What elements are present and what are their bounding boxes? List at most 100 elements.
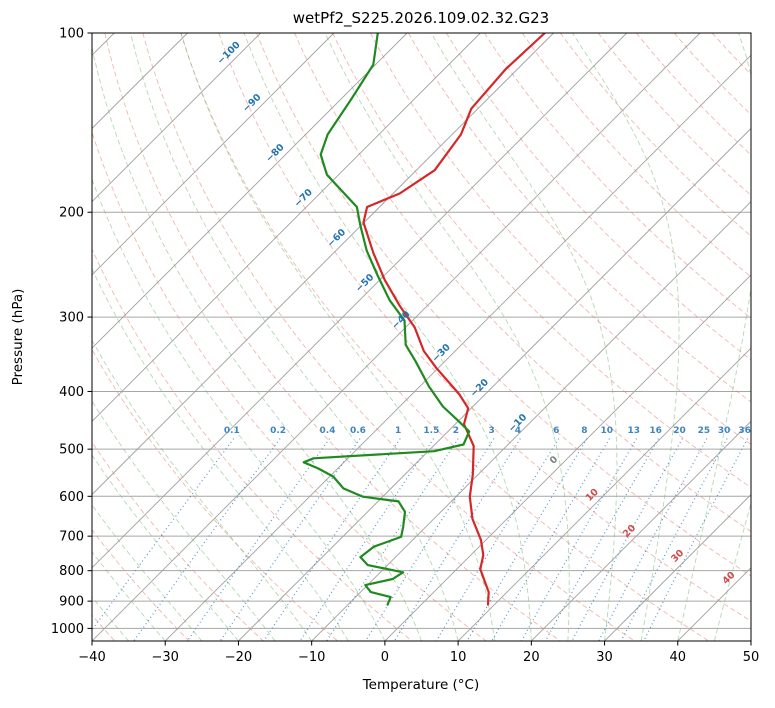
isotherm-line [164, 54, 751, 641]
temperature-trace [362, 33, 546, 606]
dry-adiabat [180, 33, 710, 641]
mixing-ratio-label: 13 [628, 426, 641, 436]
y-tick-label: 200 [59, 206, 84, 221]
dry-adiabat [104, 33, 561, 641]
moist-adiabat [243, 33, 532, 641]
x-tick-label: 20 [523, 650, 540, 665]
isotherm-line [604, 493, 751, 641]
moist-adiabat [92, 339, 313, 641]
mixing-ratio-label: 36 [738, 426, 751, 436]
mixing-ratio-label: 0.1 [224, 426, 240, 436]
x-tick-label: −10 [298, 650, 325, 665]
mixing-ratio-line [263, 438, 401, 641]
pressure-gridlines [92, 33, 751, 629]
x-tick-label: 0 [381, 650, 389, 665]
y-tick-label: 500 [59, 443, 84, 458]
y-axis-label: Pressure (hPa) [10, 289, 26, 386]
mixing-ratio-label: 0.6 [350, 426, 366, 436]
chart-title: wetPf2_S225.2026.109.02.32.G23 [293, 9, 549, 28]
isotherm-line [92, 33, 481, 422]
isotherm-line [531, 420, 751, 641]
mixing-ratio-line [326, 438, 459, 641]
x-tick-label: −20 [225, 650, 252, 665]
isotherm-line [92, 33, 701, 641]
moist-adiabat [677, 33, 751, 641]
moist-adiabat [92, 267, 349, 641]
isotherm-line [92, 33, 554, 496]
dry-adiabat [521, 33, 751, 278]
dry-adiabat [294, 33, 751, 532]
dry-adiabat [92, 348, 338, 641]
mixing-ratio-label: 8 [581, 426, 587, 436]
mixing-ratio-line [520, 438, 638, 641]
mixing-ratio-lines [92, 438, 749, 641]
mixing-ratio-line [435, 438, 560, 641]
mixing-ratio-label: 0.4 [320, 426, 336, 436]
dry-adiabat [446, 33, 751, 361]
moist-adiabat [571, 33, 680, 641]
mixing-ratio-label: 20 [673, 426, 686, 436]
moist-adiabat [92, 177, 386, 641]
dry-adiabat [256, 33, 751, 577]
dry-adiabat-lines [92, 33, 751, 641]
moist-adiabat [430, 33, 618, 641]
mixing-ratio-line [299, 438, 435, 641]
sounding-traces [302, 33, 546, 606]
isotherm-line [92, 33, 261, 203]
mixing-ratio-line [466, 438, 588, 641]
y-tick-label: 100 [59, 27, 84, 42]
dry-adiabat [92, 248, 413, 641]
y-tick-label: 300 [59, 311, 84, 326]
mixing-ratio-line [620, 438, 728, 641]
mixing-ratio-label: 3 [488, 426, 494, 436]
mixing-ratio-line [643, 438, 749, 641]
mixing-ratio-label: 1.5 [423, 426, 439, 436]
x-axis-label: Temperature (°C) [362, 677, 480, 693]
mixing-ratio-label: 25 [698, 426, 711, 436]
mixing-ratio-label: 6 [553, 426, 559, 436]
dry-adiabat [142, 33, 635, 641]
moist-adiabat [129, 33, 459, 641]
mixing-ratio-line [133, 438, 281, 641]
moist-adiabat [92, 454, 239, 641]
mixing-ratio-line [219, 438, 361, 641]
isotherm-line [457, 347, 751, 641]
moist-adiabat [324, 33, 570, 641]
dry-adiabat [635, 33, 751, 156]
isotherm-line [92, 33, 335, 276]
axis-tick-labels: −40 −30 −20 −10 0 10 20 30 40 5010020030040050060… [51, 27, 759, 666]
moist-adiabat [713, 501, 751, 641]
y-tick-label: 800 [59, 564, 84, 579]
plot-frame [91, 32, 752, 642]
y-tick-label: 1000 [51, 622, 84, 637]
moist-adiabat [92, 45, 422, 641]
isotherm-line [92, 33, 408, 349]
mixing-ratio-labels: 0.1 0.2 0.4 0.6 1 1.5 2 3 4 6 8 10 13 16 20 25 30 36 [224, 426, 751, 436]
dry-adiabat [559, 33, 751, 237]
isotherm-line [238, 127, 751, 641]
mixing-ratio-label: 0.2 [270, 426, 286, 436]
dry-adiabat [408, 33, 751, 403]
dry-adiabat [92, 130, 487, 641]
x-tick-label: −40 [78, 650, 105, 665]
mixing-ratio-label: 16 [649, 426, 662, 436]
x-tick-label: 10 [450, 650, 467, 665]
dry-adiabat [370, 33, 751, 446]
mixing-ratio-label: 1 [395, 426, 401, 436]
x-tick-label: −30 [152, 650, 179, 665]
moist-adiabat-lines [92, 33, 751, 641]
mixing-ratio-label: 30 [718, 426, 731, 436]
isotherm-lines [92, 33, 751, 641]
y-tick-label: 600 [59, 490, 84, 505]
x-tick-label: 30 [596, 650, 613, 665]
moist-adiabat [180, 33, 496, 641]
y-tick-label: 900 [59, 595, 84, 610]
axis-ticks [87, 32, 752, 646]
y-tick-label: 700 [59, 530, 84, 545]
y-tick-label: 400 [59, 385, 84, 400]
mixing-ratio-label: 4 [515, 426, 521, 436]
isotherm-line [384, 274, 751, 641]
x-tick-label: 50 [743, 650, 760, 665]
